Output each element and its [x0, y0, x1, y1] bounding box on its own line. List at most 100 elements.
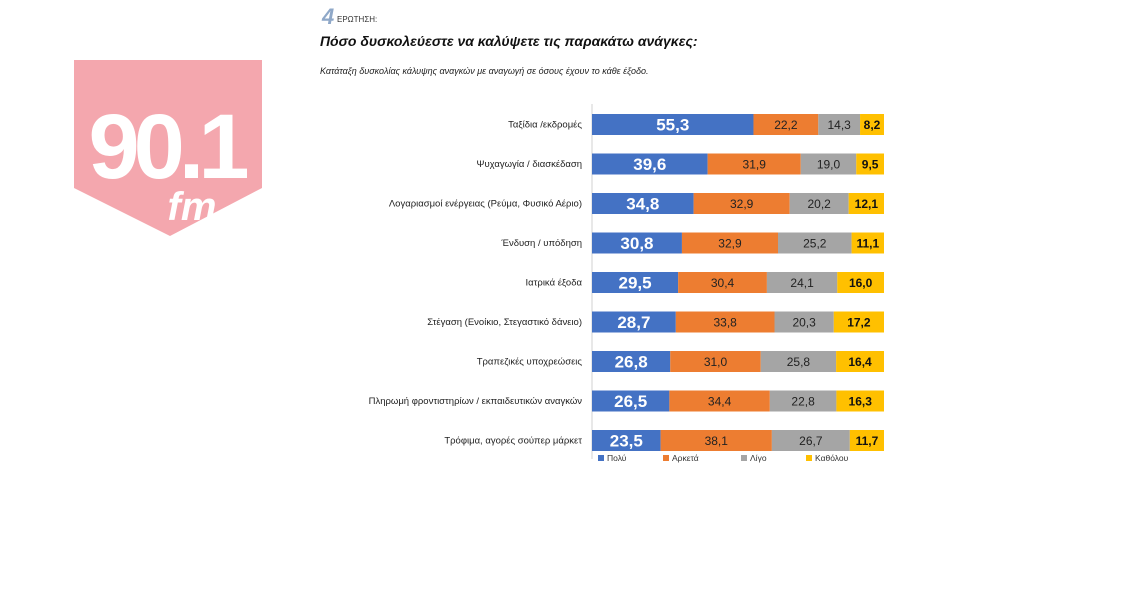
data-label: 17,2 [847, 316, 871, 330]
bar-segment [856, 153, 884, 175]
data-label: 20,3 [792, 316, 816, 330]
bar-segment [860, 114, 884, 135]
legend-label: Καθόλου [815, 453, 849, 463]
data-label: 31,9 [743, 158, 767, 172]
bar-segment [769, 390, 837, 412]
category-label: Στέγαση (Ενοίκιο, Στεγαστικό δάνειο) [427, 317, 582, 328]
data-label: 31,0 [704, 355, 728, 369]
data-label: 30,8 [620, 234, 653, 253]
category-label: Τρόφιμα, αγορές σούπερ μάρκετ [444, 436, 582, 447]
data-label: 20,2 [807, 197, 831, 211]
bar-segment [592, 390, 670, 412]
data-label: 22,8 [791, 395, 815, 409]
radio-901fm-logo: 90.1 fm [74, 60, 262, 236]
bar-segment [592, 272, 679, 293]
data-label: 28,7 [617, 313, 650, 332]
logo-number: 90.1 [88, 96, 247, 198]
data-label: 39,6 [633, 155, 666, 174]
bar-segment [848, 193, 884, 214]
data-label: 23,5 [610, 432, 643, 451]
bar-segment [851, 232, 884, 254]
category-label: Ιατρικά έξοδα [526, 278, 583, 289]
data-label: 25,8 [787, 355, 811, 369]
legend-label: Αρκετά [672, 453, 699, 463]
data-label: 26,8 [615, 353, 648, 372]
legend-label: Πολύ [607, 453, 627, 463]
bar-segment [592, 193, 694, 214]
legend-swatch [741, 455, 747, 461]
legend-swatch [598, 455, 604, 461]
data-label: 16,4 [848, 355, 872, 369]
question-label: ΕΡΩΤΗΣΗ: [337, 15, 378, 24]
bar-segment [660, 430, 772, 451]
bar-segment [836, 351, 884, 372]
bar-segment [681, 232, 779, 254]
logo-shield-shape [74, 60, 262, 236]
bar-segment [766, 272, 838, 293]
data-label: 25,2 [803, 237, 827, 251]
data-label: 9,5 [862, 158, 879, 172]
chart-legend: Πολύ Αρκετά Λίγο Καθόλου [598, 453, 849, 463]
bar-segment [837, 272, 884, 293]
data-label: 34,8 [626, 195, 659, 214]
legend-swatch [663, 455, 669, 461]
data-label: 29,5 [619, 274, 652, 293]
category-label: Ψυχαγωγία / διασκέδαση [477, 159, 582, 170]
data-label: 16,0 [849, 276, 873, 290]
category-label: Τραπεζικές υποχρεώσεις [477, 357, 583, 368]
bar-segment [592, 153, 708, 175]
data-label: 26,5 [614, 392, 647, 411]
legend-swatch [806, 455, 812, 461]
bar-segment [849, 430, 884, 451]
data-label: 38,1 [705, 434, 729, 448]
data-label: 26,7 [799, 434, 823, 448]
bar-segment [789, 193, 849, 214]
bar-segment [774, 311, 834, 333]
data-label: 33,8 [713, 316, 737, 330]
bar-segment [760, 351, 837, 372]
data-label: 8,2 [864, 118, 881, 132]
question-number: 4 [322, 4, 335, 29]
bar-segment [669, 390, 770, 412]
data-label: 30,4 [711, 276, 735, 290]
bar-segment [818, 114, 861, 135]
plot-area: Ταξίδια /εκδρομές 55,3 22,2 14,3 8,2 Ψυχαγωγί… [369, 104, 884, 459]
logo-suffix: fm [168, 185, 217, 229]
data-label: 14,3 [827, 118, 851, 132]
data-label: 22,2 [774, 118, 798, 132]
bar-segment [778, 232, 852, 254]
bar-segment [707, 153, 801, 175]
category-label: Ένδυση / υπόδηση [501, 238, 583, 249]
bar-segment [592, 351, 671, 372]
data-label: 32,9 [730, 197, 754, 211]
data-label: 32,9 [718, 237, 742, 251]
data-label: 55,3 [656, 116, 689, 135]
bar-segment [693, 193, 790, 214]
data-label: 24,1 [790, 276, 814, 290]
bar-segment [771, 430, 850, 451]
data-label: 19,0 [817, 158, 841, 172]
chart-title: Πόσο δυσκολεύεστε να καλύψετε τις παρακά… [320, 33, 698, 49]
data-label: 11,1 [856, 237, 879, 251]
data-label: 12,1 [855, 197, 879, 211]
bar-segment [592, 114, 754, 135]
bar-segment [592, 311, 676, 333]
category-label: Πληρωμή φροντιστηρίων / εκπαιδευτικών αν… [369, 396, 583, 407]
bar-segment [670, 351, 761, 372]
bar-segment [753, 114, 819, 135]
category-label: Λογαριασμοί ενέργειας (Ρεύμα, Φυσικό Αέρ… [389, 199, 582, 210]
bar-segment [836, 390, 884, 412]
bar-segment [675, 311, 775, 333]
data-label: 16,3 [849, 395, 873, 409]
bar-segment [592, 232, 682, 254]
legend-label: Λίγο [750, 453, 767, 463]
bar-segment [833, 311, 884, 333]
category-label: Ταξίδια /εκδρομές [508, 120, 582, 131]
bar-segment [800, 153, 857, 175]
data-label: 11,7 [856, 434, 879, 448]
chart-subtitle: Κατάταξη δυσκολίας κάλυψης αναγκών με αν… [320, 66, 649, 76]
bar-segment [592, 430, 661, 451]
data-label: 34,4 [708, 395, 732, 409]
bar-segment [678, 272, 767, 293]
